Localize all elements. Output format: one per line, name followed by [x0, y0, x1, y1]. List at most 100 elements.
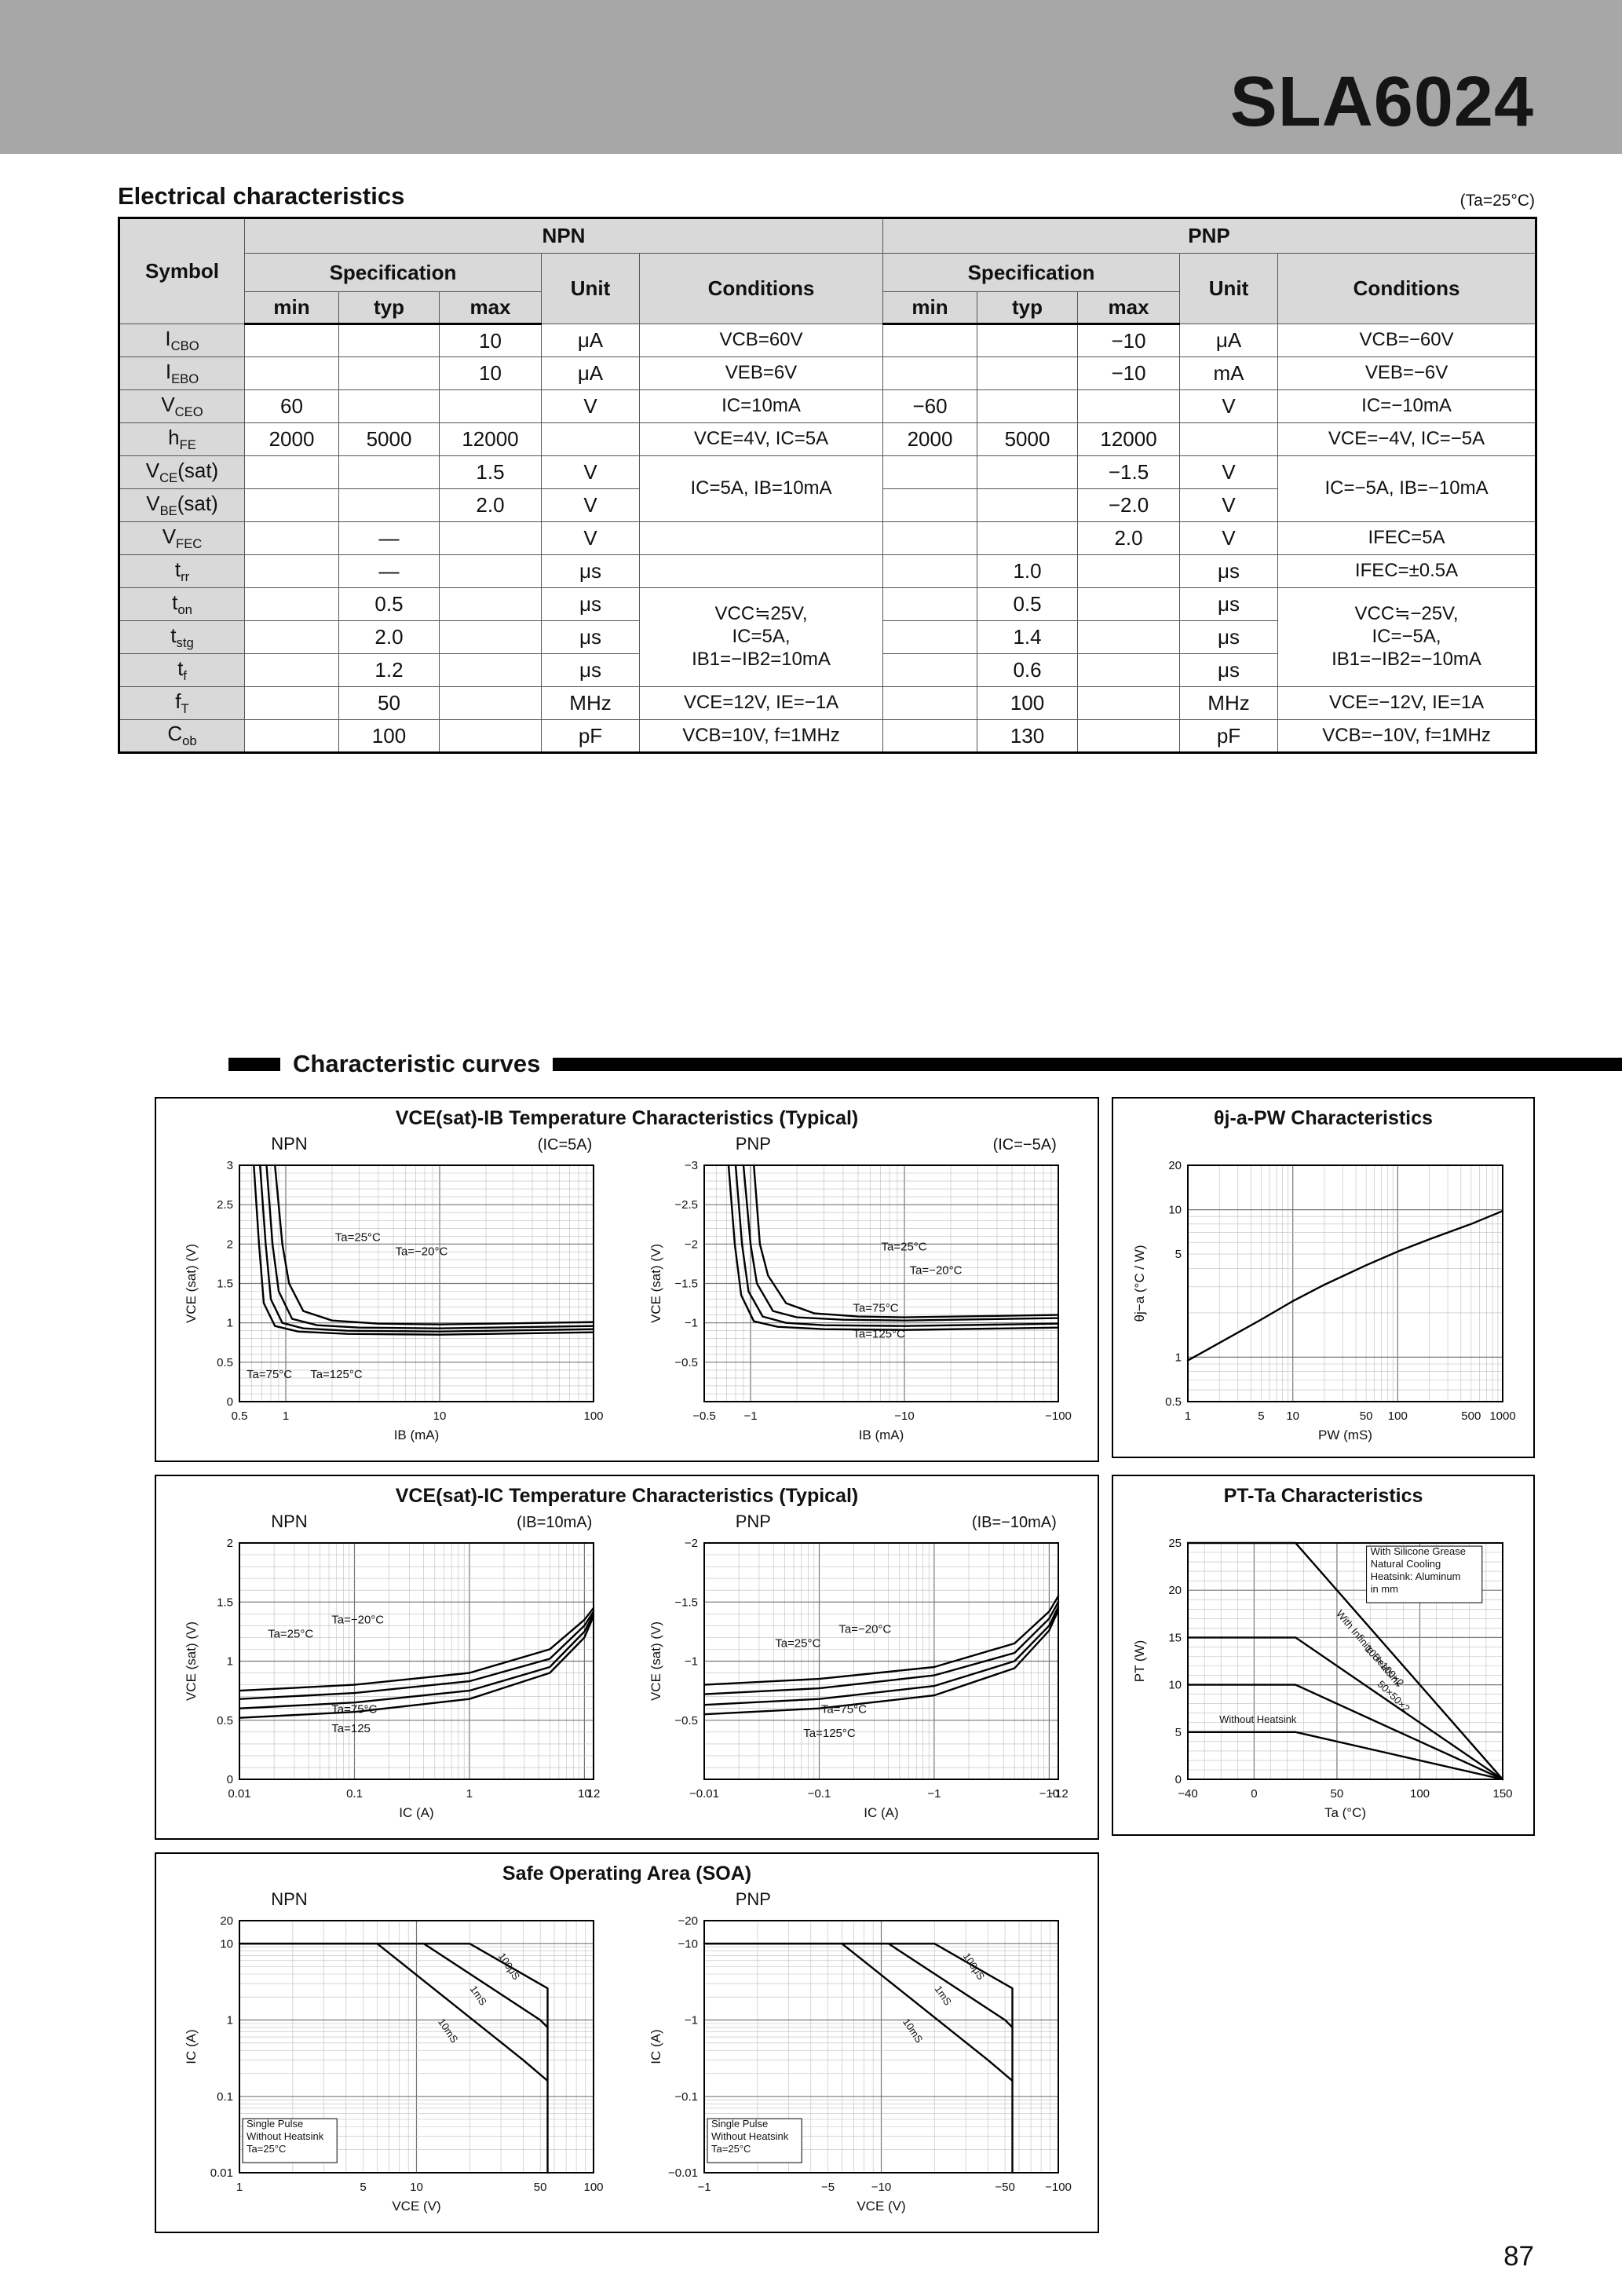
svg-text:1000: 1000: [1489, 1409, 1515, 1423]
svg-text:VCE (sat) (V): VCE (sat) (V): [648, 1244, 663, 1323]
value-cell: 5000: [977, 422, 1079, 456]
panel-title: VCE(sat)-IB Temperature Characteristics …: [395, 1107, 859, 1129]
svg-text:Ta=125°C: Ta=125°C: [310, 1368, 363, 1381]
value-cell: [882, 686, 978, 720]
electrical-characteristics-header: Electrical characteristics (Ta=25°C): [118, 182, 1535, 210]
svg-text:−20: −20: [678, 1914, 697, 1928]
th-typ: typ: [338, 291, 440, 325]
svg-text:Ta=125°C: Ta=125°C: [853, 1328, 905, 1341]
symbol-cell: IEBO: [119, 356, 245, 390]
subplot-npn: NPN (IC=5A) 0.5 1 10 100 0 0.5 1 1.5 2 2.5 3 IB (mA…: [177, 1131, 612, 1453]
svg-text:θj−a (°C / W): θj−a (°C / W): [1132, 1245, 1147, 1322]
value-cell: V: [1179, 521, 1279, 555]
value-cell: [977, 455, 1079, 489]
svg-text:2: 2: [227, 1537, 233, 1550]
panel-vce-sat-ib: VCE(sat)-IB Temperature Characteristics …: [155, 1097, 1099, 1462]
conditions-cell: [638, 521, 884, 555]
svg-text:IB (mA): IB (mA): [394, 1428, 440, 1442]
value-cell: [439, 620, 542, 654]
svg-text:1mS: 1mS: [468, 1983, 490, 2008]
page-header-band: SLA6024: [0, 0, 1622, 154]
svg-text:10: 10: [433, 1409, 447, 1423]
table-row: hFE 2000 5000 12000 VCE=4V, IC=5A 2000 5000 120…: [119, 422, 1537, 456]
th-min: min: [244, 291, 339, 325]
value-cell: [882, 521, 978, 555]
svg-text:20: 20: [1168, 1159, 1182, 1172]
subplot-label: NPN: [271, 1889, 308, 1909]
symbol-cell: tstg: [119, 620, 245, 654]
conditions-cell: IC=−10mA: [1277, 389, 1537, 423]
symbol-cell: VBE(sat): [119, 488, 245, 522]
svg-text:VCE (sat) (V): VCE (sat) (V): [184, 1621, 199, 1701]
conditions-cell: VCB=60V: [638, 324, 884, 357]
svg-text:−0.5: −0.5: [674, 1356, 698, 1369]
value-cell: [244, 455, 339, 489]
panel-vce-sat-ic: VCE(sat)-IC Temperature Characteristics …: [155, 1475, 1099, 1840]
value-cell: 1.5: [439, 455, 542, 489]
svg-text:150: 150: [1492, 1787, 1512, 1801]
svg-text:−10: −10: [894, 1409, 914, 1423]
table-row: VCE(sat) 1.5 V IC=5A, IB=10mA −1.5 V IC=−5A, I…: [119, 455, 1537, 522]
svg-text:IB (mA): IB (mA): [858, 1428, 904, 1442]
table-row: tf 1.2 μs 0.6 μs: [119, 653, 1536, 687]
value-cell: 100: [338, 719, 440, 753]
svg-text:100: 100: [584, 1409, 604, 1423]
svg-text:10: 10: [221, 1937, 234, 1951]
table-row: fT 50 MHz VCE=12V, IE=−1A 100 MHz VCE=−12V, IE…: [119, 686, 1537, 720]
value-cell: 0.5: [338, 587, 440, 621]
svg-text:3: 3: [227, 1159, 233, 1172]
conditions-cell: VEB=−6V: [1277, 356, 1537, 390]
table-row: VFEC — V 2.0 V IFEC=5A: [119, 521, 1537, 555]
subplot-condition: (IB=−10mA): [971, 1514, 1057, 1531]
page-content: Electrical characteristics (Ta=25°C) Sym…: [0, 182, 1622, 2233]
chart-vce-sat-ib-npn: 0.5 1 10 100 0 0.5 1 1.5 2 2.5 3 IB (mA) VCE (sat) (…: [177, 1154, 612, 1453]
value-cell: 12000: [1077, 422, 1181, 456]
value-cell: [244, 324, 339, 357]
value-cell: [977, 389, 1079, 423]
subplot-condition: (IB=10mA): [517, 1514, 593, 1531]
value-cell: [338, 389, 440, 423]
value-cell: [882, 620, 978, 654]
symbol-cell: VCE(sat): [119, 455, 245, 489]
value-cell: 2000: [882, 422, 978, 456]
value-cell: [439, 686, 542, 720]
value-cell: −10: [1077, 356, 1181, 390]
conditions-cell: IC=−5A, IB=−10mA: [1277, 455, 1537, 522]
chart-vce-sat-ib-pnp: −0.5 −1 −10 −100 −0.5 −1 −1.5 −2 −2.5 −3 IB (mA) VC…: [641, 1154, 1077, 1453]
subplot-label: PNP: [735, 1134, 771, 1153]
value-cell: [1077, 389, 1181, 423]
svg-text:−1: −1: [697, 2181, 711, 2194]
subplot-label: NPN: [271, 1512, 308, 1531]
svg-text:−1.5: −1.5: [674, 1596, 698, 1609]
svg-text:0.1: 0.1: [346, 1787, 363, 1801]
conditions-cell: IC=10mA: [638, 389, 884, 423]
svg-text:−0.5: −0.5: [674, 1714, 698, 1727]
svg-text:Ta=25°C: Ta=25°C: [881, 1240, 926, 1253]
value-cell: V: [541, 521, 640, 555]
svg-text:Ta=−20°C: Ta=−20°C: [332, 1613, 385, 1626]
section-title: Electrical characteristics: [118, 182, 405, 210]
panel-title: VCE(sat)-IC Temperature Characteristics …: [395, 1485, 859, 1507]
svg-text:1: 1: [227, 1317, 233, 1330]
value-cell: —: [338, 554, 440, 588]
value-cell: 1.4: [977, 620, 1079, 654]
value-cell: μA: [1179, 324, 1279, 357]
value-cell: [1179, 422, 1279, 456]
svg-text:500: 500: [1461, 1409, 1481, 1423]
table-row: tstg 2.0 μs 1.4 μs: [119, 620, 1536, 654]
svg-text:Ta=−20°C: Ta=−20°C: [909, 1263, 962, 1277]
charts-grid: VCE(sat)-IB Temperature Characteristics …: [155, 1097, 1535, 2233]
value-cell: V: [541, 488, 640, 522]
value-cell: μs: [1179, 554, 1279, 588]
value-cell: [439, 554, 542, 588]
value-cell: [244, 554, 339, 588]
svg-text:1: 1: [227, 2014, 233, 2027]
svg-text:100: 100: [1410, 1787, 1430, 1801]
svg-text:Ta=25°C: Ta=25°C: [268, 1627, 313, 1640]
svg-text:2: 2: [227, 1238, 233, 1251]
value-cell: MHz: [1179, 686, 1279, 720]
table-row: ICBO 10 μA VCB=60V −10 μA VCB=−60V: [119, 324, 1537, 357]
page-number: 87: [1503, 2241, 1534, 2272]
svg-text:Ta=125°C: Ta=125°C: [803, 1727, 856, 1740]
